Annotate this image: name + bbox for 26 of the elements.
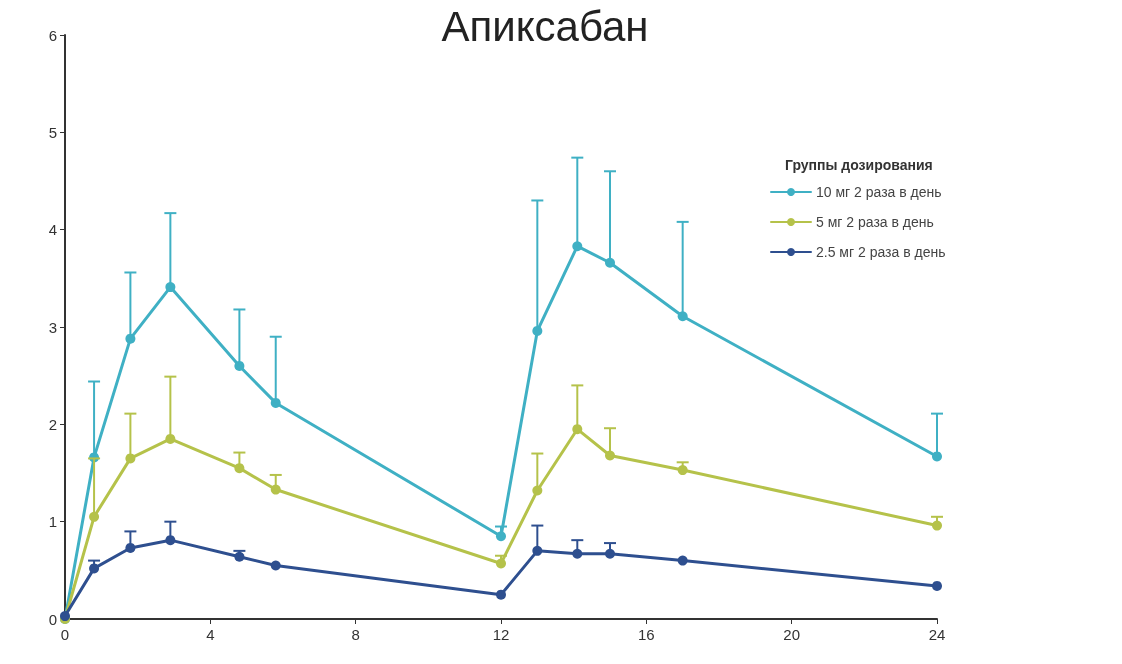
y-tick-label: 2: [48, 415, 57, 433]
point: [932, 451, 942, 462]
x-tick-label: 24: [928, 626, 946, 643]
point: [605, 548, 615, 559]
chart-title: Апиксабан: [441, 2, 649, 50]
y-tick-label: 5: [48, 123, 57, 141]
legend-title: Группы дозирования: [785, 157, 933, 173]
point: [605, 450, 615, 461]
y-tick-label: 4: [48, 221, 57, 239]
x-tick-label: 8: [351, 626, 360, 643]
point: [932, 580, 942, 591]
point: [270, 560, 281, 571]
legend-label: 5 мг 2 раза в день: [816, 214, 934, 230]
x-tick-label: 16: [637, 626, 655, 643]
point: [677, 555, 688, 566]
x-tick-label: 20: [783, 626, 801, 643]
point: [496, 589, 506, 600]
x-tick-label: 0: [60, 626, 70, 643]
x-tick-label: 12: [492, 626, 510, 643]
y-tick-label: 1: [48, 513, 57, 531]
y-tick-label: 6: [48, 26, 57, 44]
x-tick-label: 4: [206, 626, 215, 643]
legend-label: 10 мг 2 раза в день: [816, 184, 942, 200]
y-tick-label: 0: [48, 610, 57, 628]
legend-label: 2.5 мг 2 раза в день: [816, 244, 946, 260]
y-tick-label: 3: [48, 318, 57, 336]
